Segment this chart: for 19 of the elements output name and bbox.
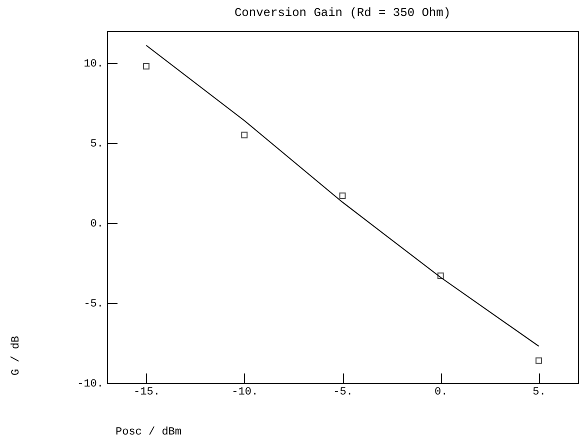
x-axis-title: Posc / dBm bbox=[116, 426, 182, 436]
y-tick-label: -5. bbox=[84, 298, 104, 310]
line-series bbox=[146, 44, 540, 347]
x-tick-label: 0. bbox=[434, 386, 448, 398]
x-tick-label: -5. bbox=[333, 386, 353, 398]
y-tick-label: 5. bbox=[90, 138, 104, 150]
point bbox=[143, 62, 150, 70]
x-tick-label: -15. bbox=[134, 386, 160, 398]
point bbox=[241, 132, 248, 138]
y-axis-title: G / dB bbox=[10, 335, 22, 376]
x-tick-label: -10. bbox=[232, 386, 258, 398]
y-tick-label: 0. bbox=[90, 218, 104, 230]
point bbox=[437, 272, 444, 280]
chart-title: Conversion Gain (Rd = 350 Ohm) bbox=[234, 6, 451, 20]
y-tick-label: -10. bbox=[77, 378, 104, 390]
point bbox=[536, 357, 542, 364]
y-tick-label: 10. bbox=[84, 58, 104, 70]
point bbox=[339, 192, 346, 200]
x-tick-label: 5. bbox=[532, 386, 546, 398]
